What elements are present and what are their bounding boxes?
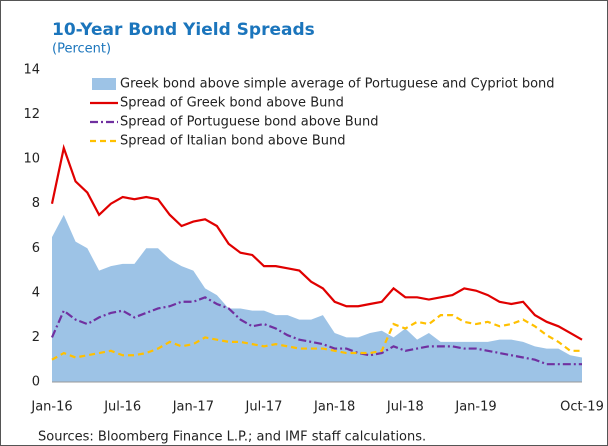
legend-swatch	[92, 78, 116, 90]
x-tick-label: Oct-19	[560, 400, 604, 415]
y-tick-label: 14	[23, 63, 40, 78]
legend-label: Greek bond above simple average of Portu…	[120, 77, 555, 92]
y-tick-label: 0	[32, 375, 40, 390]
chart-subtitle: (Percent)	[52, 42, 111, 57]
legend-label: Spread of Greek bond above Bund	[120, 96, 344, 111]
source-note: Sources: Bloomberg Finance L.P.; and IMF…	[38, 430, 426, 445]
x-tick-label: Jul-18	[386, 400, 424, 415]
x-tick-label: Jul-16	[103, 400, 141, 415]
y-tick-label: 8	[32, 196, 40, 211]
line	[50, 296, 582, 366]
y-tick-label: 12	[23, 107, 40, 122]
x-tick-label: Jan-17	[172, 400, 214, 415]
x-tick-label: Jul-17	[245, 400, 283, 415]
line	[50, 143, 583, 341]
legend-label: Spread of Portuguese bond above Bund	[120, 115, 378, 130]
legend-label: Spread of Italian bond above Bund	[120, 134, 346, 149]
y-tick-label: 6	[32, 241, 40, 256]
x-tick-label: Jan-19	[454, 400, 496, 415]
y-tick-label: 2	[32, 330, 40, 345]
area	[52, 214, 582, 382]
y-tick-label: 10	[23, 152, 40, 167]
x-tick-label: Jan-18	[313, 400, 355, 415]
line	[51, 314, 582, 361]
y-tick-label: 4	[32, 285, 40, 300]
chart-title: 10-Year Bond Yield Spreads	[52, 20, 315, 40]
x-tick-label: Jan-16	[30, 400, 72, 415]
